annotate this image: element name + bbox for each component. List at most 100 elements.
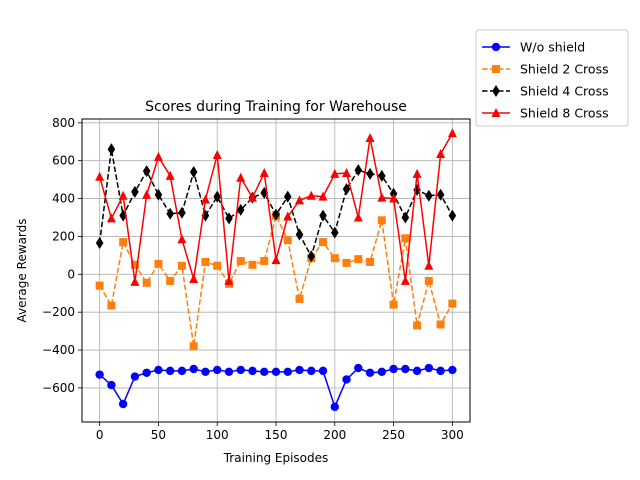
- data-point: [377, 192, 387, 202]
- data-point: [389, 300, 398, 309]
- data-point: [142, 165, 151, 178]
- data-point: [354, 255, 363, 264]
- data-point: [354, 164, 363, 177]
- y-tick-label: 800: [52, 116, 75, 130]
- data-point: [189, 342, 198, 351]
- data-point: [178, 206, 186, 219]
- data-point: [271, 255, 281, 265]
- data-point: [177, 234, 187, 244]
- data-point: [436, 366, 445, 376]
- data-point: [342, 183, 351, 196]
- data-point: [366, 257, 375, 266]
- data-point: [342, 375, 351, 384]
- data-point: [295, 365, 304, 375]
- data-point: [307, 250, 316, 263]
- data-point: [272, 208, 280, 221]
- data-point: [236, 203, 245, 216]
- data-point: [260, 257, 269, 266]
- data-point: [492, 85, 500, 97]
- data-point: [400, 275, 410, 285]
- data-point: [107, 143, 116, 156]
- y-tick-label: 400: [52, 192, 75, 206]
- data-point: [236, 365, 245, 375]
- data-point: [295, 228, 304, 241]
- data-point: [424, 276, 433, 285]
- data-point: [295, 195, 305, 205]
- data-point: [424, 363, 434, 373]
- data-point: [306, 190, 316, 200]
- data-point: [377, 216, 386, 225]
- data-point: [354, 363, 363, 373]
- data-point: [401, 234, 410, 243]
- data-point: [401, 211, 410, 224]
- data-point: [491, 42, 501, 52]
- y-tick-label: −200: [42, 305, 75, 319]
- data-point: [166, 276, 175, 285]
- x-tick-label: 100: [206, 428, 229, 442]
- data-point: [366, 167, 374, 180]
- data-point: [401, 364, 410, 374]
- data-point: [177, 366, 187, 376]
- legend-entry: Shield 4 Cross: [482, 84, 609, 99]
- data-point: [106, 213, 116, 223]
- data-point: [95, 281, 104, 290]
- data-point: [377, 367, 387, 377]
- series-shield-2-cross: [95, 211, 457, 351]
- chart-title: Scores during Training for Warehouse: [145, 99, 407, 115]
- series-layer: [95, 128, 457, 412]
- data-point: [95, 370, 104, 379]
- data-point: [307, 366, 316, 376]
- data-point: [318, 366, 328, 376]
- data-point: [319, 238, 328, 247]
- data-point: [295, 294, 304, 303]
- series-shield-8-cross: [95, 128, 457, 286]
- legend-entry: Shield 2 Cross: [482, 62, 609, 77]
- y-axis-label: Average Rewards: [15, 218, 29, 322]
- data-point: [166, 207, 174, 220]
- data-point: [130, 276, 140, 286]
- legend-label: Shield 8 Cross: [520, 106, 609, 121]
- y-tick-label: −400: [42, 343, 75, 357]
- data-point: [165, 366, 175, 376]
- data-point: [201, 257, 210, 266]
- x-tick-label: 200: [323, 428, 346, 442]
- data-point: [448, 299, 457, 308]
- data-point: [213, 365, 222, 375]
- data-point: [342, 167, 352, 177]
- data-point: [330, 226, 339, 239]
- x-tick-label: 0: [96, 428, 104, 442]
- data-point: [142, 278, 151, 287]
- data-point: [448, 365, 457, 375]
- data-point: [353, 212, 363, 222]
- data-point: [365, 132, 375, 142]
- data-point: [389, 193, 399, 203]
- data-point: [95, 237, 104, 250]
- legend-label: Shield 2 Cross: [520, 62, 609, 77]
- data-point: [330, 254, 339, 263]
- data-point: [330, 168, 340, 178]
- data-point: [225, 212, 233, 225]
- data-point: [153, 151, 163, 161]
- data-point: [283, 190, 292, 203]
- data-point: [365, 368, 375, 377]
- data-point: [118, 190, 128, 200]
- data-point: [248, 366, 257, 376]
- data-point: [436, 149, 446, 159]
- data-point: [425, 189, 433, 202]
- data-point: [212, 149, 222, 159]
- series-w-o-shield: [95, 363, 457, 412]
- data-point: [492, 65, 500, 73]
- data-point: [154, 188, 163, 201]
- data-point: [154, 365, 163, 375]
- data-point: [319, 209, 327, 222]
- data-point: [342, 258, 351, 267]
- data-point: [119, 238, 128, 247]
- data-point: [165, 170, 175, 180]
- legend-entry: W/o shield: [482, 40, 585, 55]
- data-point: [236, 172, 246, 182]
- data-point: [412, 366, 422, 376]
- data-point: [142, 368, 151, 377]
- data-point: [248, 260, 257, 269]
- data-point: [142, 189, 152, 199]
- axis-ticks: 0 50 100 150 200 250 300 −600 −400 −200 0 200 400 600…: [42, 116, 464, 442]
